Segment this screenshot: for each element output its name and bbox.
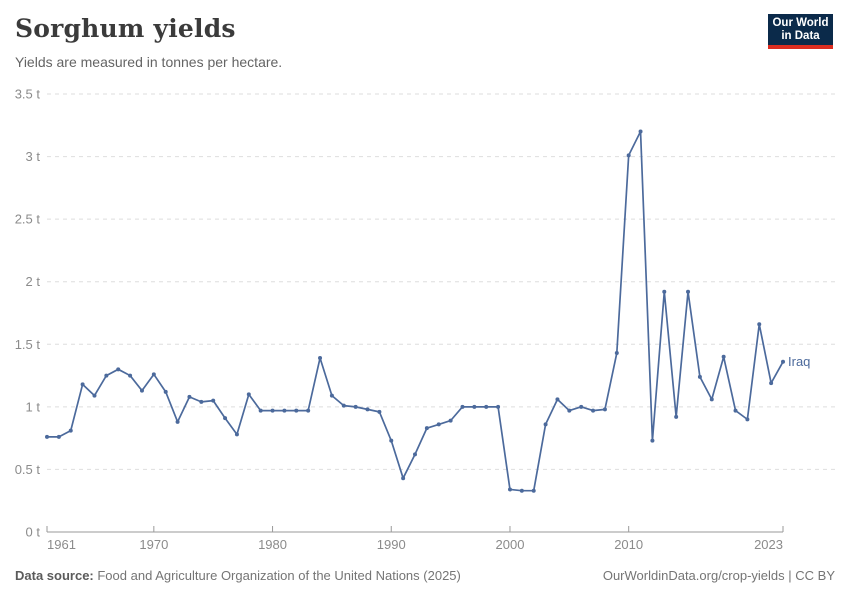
y-tick-label: 1 t bbox=[26, 399, 41, 414]
data-point[interactable] bbox=[484, 404, 489, 409]
x-tick-label: 1970 bbox=[139, 537, 168, 552]
data-point[interactable] bbox=[531, 488, 536, 493]
data-point[interactable] bbox=[555, 397, 560, 402]
data-point[interactable] bbox=[56, 434, 61, 439]
data-point[interactable] bbox=[567, 408, 572, 413]
y-tick-label: 1.5 t bbox=[15, 337, 41, 352]
data-point[interactable] bbox=[270, 408, 275, 413]
series-line-iraq[interactable] bbox=[46, 130, 784, 492]
series-end-label[interactable]: Iraq bbox=[788, 354, 810, 369]
data-point[interactable] bbox=[638, 129, 643, 134]
data-point[interactable] bbox=[187, 394, 192, 399]
data-point[interactable] bbox=[460, 404, 465, 409]
x-tick-label: 2023 bbox=[754, 537, 783, 552]
data-point[interactable] bbox=[424, 426, 429, 431]
data-point[interactable] bbox=[757, 322, 762, 327]
data-point[interactable] bbox=[650, 438, 655, 443]
data-point[interactable] bbox=[234, 432, 239, 437]
data-point[interactable] bbox=[163, 389, 168, 394]
data-source-text: Food and Agriculture Organization of the… bbox=[93, 568, 461, 583]
x-tick-label: 1980 bbox=[258, 537, 287, 552]
data-point[interactable] bbox=[258, 408, 263, 413]
x-tick-label: 1961 bbox=[47, 537, 76, 552]
data-point[interactable] bbox=[329, 393, 334, 398]
data-point[interactable] bbox=[223, 416, 228, 421]
y-tick-label: 0 t bbox=[26, 525, 41, 540]
data-point[interactable] bbox=[496, 404, 501, 409]
y-tick-label: 2.5 t bbox=[15, 212, 41, 227]
owid-logo-line2: in Data bbox=[781, 29, 820, 42]
data-point[interactable] bbox=[401, 476, 406, 481]
data-point[interactable] bbox=[80, 382, 85, 387]
data-point[interactable] bbox=[697, 374, 702, 379]
data-point[interactable] bbox=[139, 388, 144, 393]
data-point[interactable] bbox=[211, 398, 216, 403]
data-point[interactable] bbox=[745, 417, 750, 422]
data-point[interactable] bbox=[733, 408, 738, 413]
data-point[interactable] bbox=[389, 438, 394, 443]
data-point[interactable] bbox=[543, 422, 548, 427]
data-point[interactable] bbox=[341, 403, 346, 408]
data-point[interactable] bbox=[282, 408, 287, 413]
y-tick-label: 3 t bbox=[26, 149, 41, 164]
data-point[interactable] bbox=[781, 359, 785, 364]
data-point[interactable] bbox=[377, 409, 382, 414]
data-point[interactable] bbox=[318, 356, 323, 361]
data-point[interactable] bbox=[626, 153, 631, 158]
data-point[interactable] bbox=[614, 351, 619, 356]
data-point[interactable] bbox=[686, 289, 691, 294]
data-point[interactable] bbox=[116, 367, 121, 372]
data-point[interactable] bbox=[674, 414, 679, 419]
data-source-label: Data source: bbox=[15, 568, 94, 583]
y-tick-label: 3.5 t bbox=[15, 87, 41, 102]
chart-subtitle: Yields are measured in tonnes per hectar… bbox=[15, 54, 283, 70]
data-point[interactable] bbox=[294, 408, 299, 413]
data-point[interactable] bbox=[45, 434, 49, 439]
data-point[interactable] bbox=[199, 399, 204, 404]
data-point[interactable] bbox=[448, 418, 453, 423]
owid-logo[interactable]: Our World in Data bbox=[768, 14, 833, 49]
data-point[interactable] bbox=[353, 404, 358, 409]
data-point[interactable] bbox=[413, 452, 417, 457]
data-point[interactable] bbox=[246, 392, 251, 397]
data-point[interactable] bbox=[436, 422, 441, 427]
chart-footer: Data source: Food and Agriculture Organi… bbox=[15, 568, 835, 583]
x-tick-label: 1990 bbox=[377, 537, 406, 552]
data-point[interactable] bbox=[769, 381, 774, 386]
credit-link[interactable]: OurWorldinData.org/crop-yields | CC BY bbox=[602, 568, 835, 583]
x-tick-label: 2000 bbox=[496, 537, 525, 552]
data-point[interactable] bbox=[709, 397, 714, 402]
owid-logo-line1: Our World bbox=[772, 16, 829, 29]
data-point[interactable] bbox=[151, 372, 156, 377]
y-tick-label: 2 t bbox=[26, 274, 41, 289]
data-point[interactable] bbox=[104, 373, 109, 378]
data-point[interactable] bbox=[579, 404, 584, 409]
data-point[interactable] bbox=[128, 373, 133, 378]
data-point[interactable] bbox=[92, 393, 97, 398]
data-point[interactable] bbox=[507, 487, 512, 492]
data-point[interactable] bbox=[602, 407, 607, 412]
data-point[interactable] bbox=[519, 488, 524, 493]
data-point[interactable] bbox=[472, 404, 477, 409]
data-source: Data source: Food and Agriculture Organi… bbox=[15, 568, 461, 583]
data-point[interactable] bbox=[365, 407, 370, 412]
data-point[interactable] bbox=[591, 408, 596, 413]
page-title: Sorghum yields bbox=[15, 14, 236, 43]
data-point[interactable] bbox=[662, 289, 667, 294]
y-tick-label: 0.5 t bbox=[15, 462, 41, 477]
data-point[interactable] bbox=[175, 419, 180, 424]
x-tick-label: 2010 bbox=[614, 537, 643, 552]
data-point[interactable] bbox=[721, 354, 726, 359]
data-point[interactable] bbox=[306, 408, 311, 413]
data-point[interactable] bbox=[68, 428, 73, 433]
